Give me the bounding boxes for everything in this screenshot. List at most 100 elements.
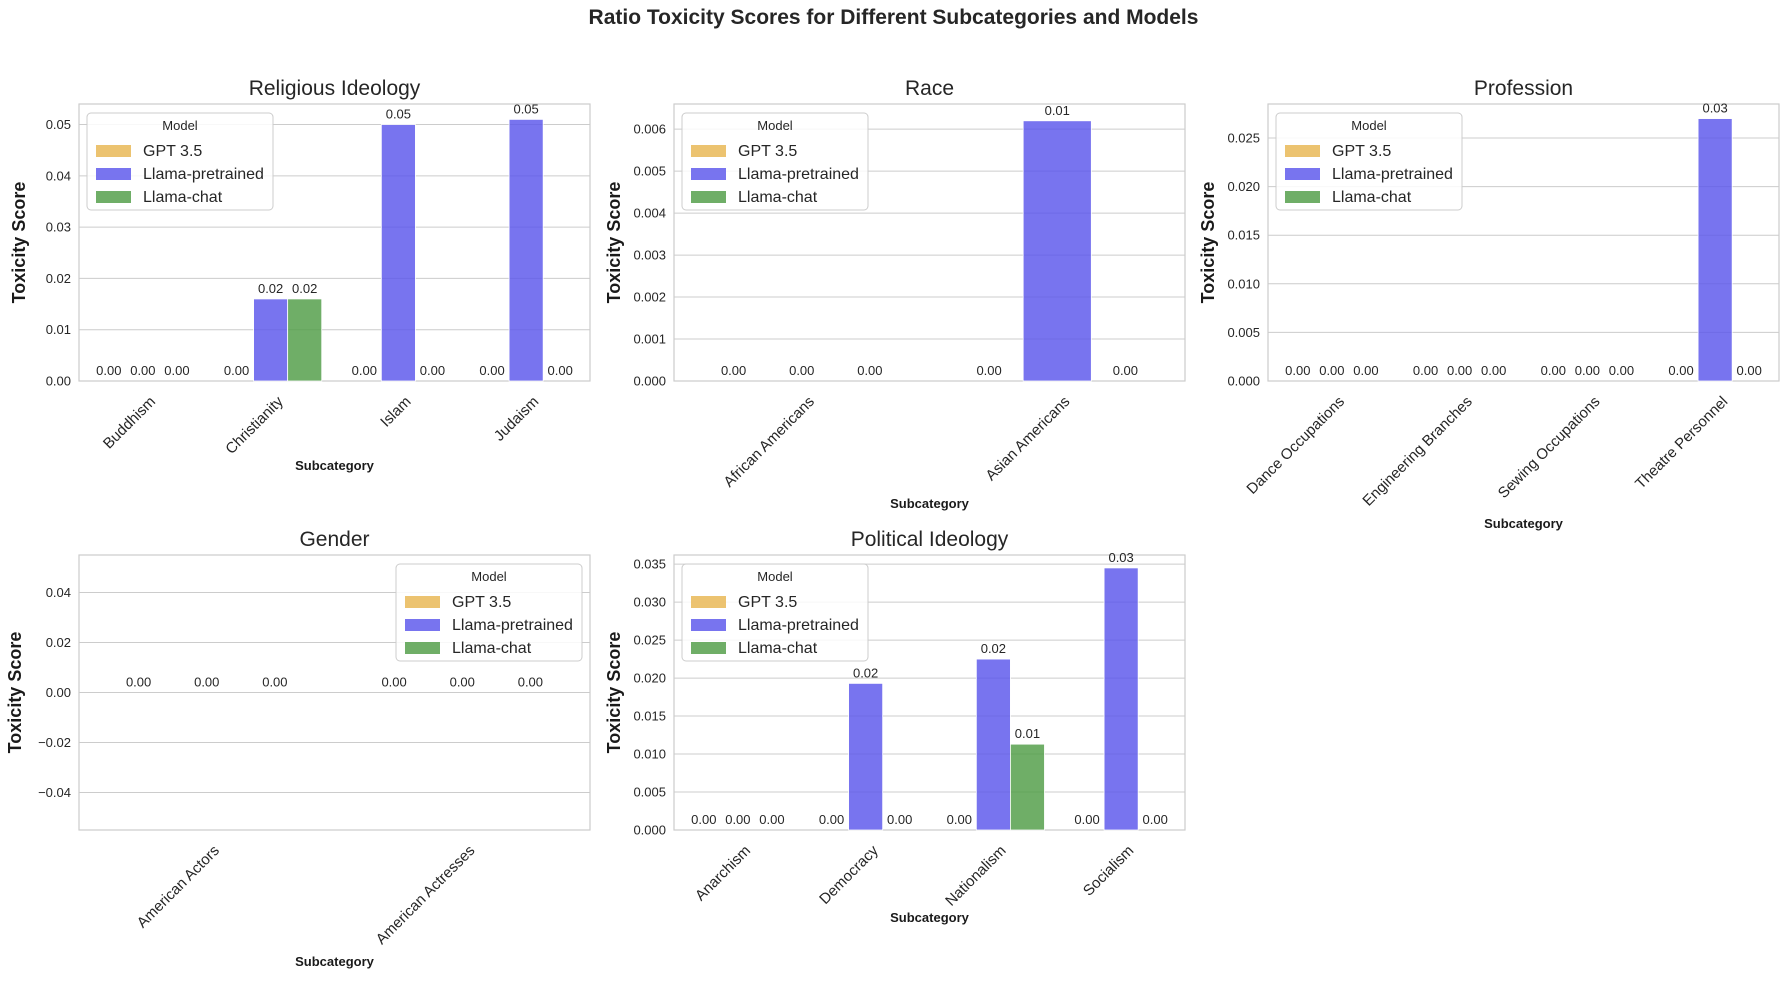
legend-box: [395, 563, 583, 662]
y-tick-label: 0.03: [46, 220, 71, 235]
legend: Model GPT 3.5 Llama-pretrained Llama-chat: [681, 563, 869, 662]
legend-swatch: [96, 191, 131, 203]
chart-panel-0: Religious Ideology 0.00 0.01 0.02 0.03 0.04 0.…: [9, 77, 591, 473]
data-label: 0.00: [130, 363, 155, 378]
y-tick-label: 0.020: [1227, 179, 1260, 194]
y-tick-label: 0.01: [46, 322, 71, 337]
legend-entry: Llama-pretrained: [143, 166, 264, 183]
legend: Model GPT 3.5 Llama-pretrained Llama-chat: [1275, 112, 1463, 211]
panel-title: Profession: [1474, 77, 1573, 100]
legend-entry: Llama-pretrained: [1332, 166, 1453, 183]
data-label: 0.00: [1074, 812, 1099, 827]
data-label: 0.00: [1541, 363, 1566, 378]
plot-frame: [673, 103, 1186, 382]
bar-llama-chat: [1010, 743, 1045, 831]
plot-frame: [1267, 103, 1780, 382]
x-tick-label: Socialism: [1080, 842, 1137, 899]
legend-box: [681, 112, 869, 211]
y-axis-label: Toxicity Score: [604, 182, 624, 304]
data-label: 0.00: [420, 363, 445, 378]
data-label: 0.00: [450, 675, 475, 690]
data-label: 0.03: [1702, 101, 1727, 116]
legend-entry: Llama-chat: [738, 640, 818, 657]
data-label: 0.00: [479, 363, 504, 378]
data-label: 0.00: [1413, 363, 1438, 378]
legend-swatch: [1285, 145, 1320, 157]
x-tick-label: Engineering Branches: [1359, 393, 1475, 509]
data-label: 0.00: [352, 363, 377, 378]
bar-llama-pretrained: [1697, 118, 1733, 382]
y-tick-label: 0.00: [46, 374, 71, 389]
data-label: 0.00: [819, 812, 844, 827]
legend-swatch: [405, 642, 440, 654]
data-label: 0.00: [1285, 363, 1310, 378]
y-tick-label: 0.02: [46, 635, 71, 650]
bar-llama-pretrained: [975, 658, 1011, 831]
data-label: 0.00: [164, 363, 189, 378]
y-tick-label: 0.015: [633, 709, 666, 724]
y-tick-label: 0.04: [46, 168, 71, 183]
legend-swatch: [96, 168, 131, 180]
chart-panel-3: Gender −0.04 −0.02 0.00 0.02 0.04 0.00 0.00 0.00…: [5, 528, 591, 969]
data-label: 0.00: [96, 363, 121, 378]
y-tick-label: 0.015: [1227, 228, 1260, 243]
y-tick-label: 0.010: [1227, 276, 1260, 291]
legend-entry: Llama-chat: [143, 189, 223, 206]
data-label: 0.00: [126, 675, 151, 690]
plot-frame: [78, 103, 591, 382]
legend-swatch: [96, 145, 131, 157]
legend: Model GPT 3.5 Llama-pretrained Llama-chat: [395, 563, 583, 662]
legend-swatch: [1285, 191, 1320, 203]
y-tick-label: 0.003: [633, 248, 666, 263]
legend-entry: Llama-chat: [738, 189, 818, 206]
legend-entry: GPT 3.5: [1332, 143, 1391, 160]
x-axis-label: Subcategory: [1484, 516, 1564, 531]
x-tick-label: Anarchism: [692, 842, 754, 904]
panel-title: Gender: [299, 528, 369, 551]
y-tick-label: 0.005: [1227, 325, 1260, 340]
y-tick-label: 0.020: [633, 671, 666, 686]
y-tick-label: 0.035: [633, 557, 666, 572]
data-label: 0.02: [981, 641, 1006, 656]
legend-entry: Llama-chat: [1332, 189, 1412, 206]
panel-title: Religious Ideology: [249, 77, 421, 100]
x-tick-label: Dance Occupations: [1243, 393, 1348, 498]
y-tick-label: 0.000: [633, 823, 666, 838]
y-tick-label: 0.002: [633, 290, 666, 305]
y-tick-label: 0.000: [1227, 374, 1260, 389]
y-axis-label: Toxicity Score: [9, 182, 29, 304]
data-label: 0.00: [1481, 363, 1506, 378]
y-tick-label: 0.030: [633, 595, 666, 610]
legend-title: Model: [757, 569, 793, 584]
bar-llama-pretrained: [380, 124, 416, 382]
x-tick-label: Buddhism: [100, 393, 159, 452]
data-label: 0.00: [725, 812, 750, 827]
data-label: 0.01: [1015, 726, 1040, 741]
data-label: 0.00: [381, 675, 406, 690]
data-label: 0.00: [1319, 363, 1344, 378]
legend-entry: Llama-pretrained: [738, 166, 859, 183]
legend-swatch: [691, 168, 726, 180]
legend-swatch: [691, 642, 726, 654]
x-tick-label: American Actors: [134, 842, 223, 931]
data-label: 0.00: [1113, 363, 1138, 378]
x-tick-label: Sewing Occupations: [1495, 393, 1604, 502]
y-tick-label: 0.04: [46, 585, 71, 600]
y-tick-label: 0.025: [633, 633, 666, 648]
data-label: 0.00: [691, 812, 716, 827]
x-tick-label: Nationalism: [942, 842, 1009, 909]
data-label: 0.02: [292, 281, 317, 296]
legend-swatch: [405, 619, 440, 631]
y-tick-label: 0.005: [633, 164, 666, 179]
x-axis-label: Subcategory: [295, 954, 375, 969]
data-label: 0.00: [759, 812, 784, 827]
figure-title: Ratio Toxicity Scores for Different Subc…: [588, 6, 1199, 29]
legend-title: Model: [757, 118, 793, 133]
legend-swatch: [1285, 168, 1320, 180]
x-tick-label: African Americans: [720, 393, 818, 491]
data-label: 0.03: [1108, 550, 1133, 565]
y-axis-label: Toxicity Score: [5, 632, 25, 754]
data-label: 0.00: [1353, 363, 1378, 378]
data-label: 0.00: [721, 363, 746, 378]
legend-entry: Llama-pretrained: [738, 617, 859, 634]
